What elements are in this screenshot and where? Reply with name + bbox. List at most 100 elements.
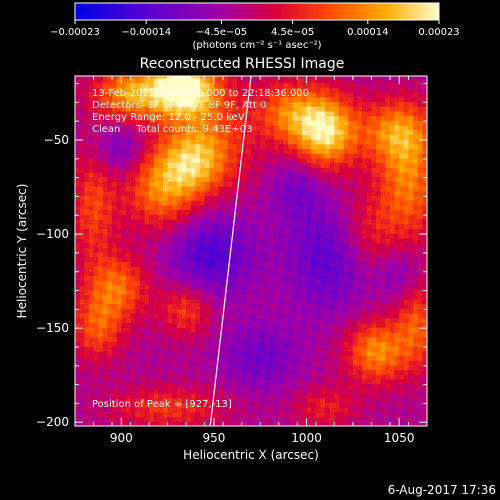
heatmap-cell [139, 195, 146, 201]
heatmap-cell [163, 237, 169, 244]
heatmap-cell [306, 110, 312, 117]
heatmap-cell [255, 336, 261, 342]
heatmap-cell [362, 298, 368, 305]
heatmap-cell [251, 209, 257, 215]
heatmap-cell [297, 402, 303, 408]
heatmap-cell [325, 181, 331, 187]
heatmap-cell [167, 378, 173, 385]
heatmap-cell [260, 233, 266, 239]
heatmap-cell [288, 275, 294, 281]
heatmap-cell [241, 256, 247, 262]
heatmap-cell [306, 228, 312, 234]
heatmap-cell [274, 209, 280, 215]
heatmap-cell [195, 124, 201, 131]
heatmap-cell [149, 204, 155, 211]
heatmap-cell [288, 416, 294, 422]
heatmap-cell [93, 162, 99, 168]
heatmap-cell [167, 148, 173, 154]
heatmap-cell [181, 350, 187, 357]
heatmap-cell [75, 322, 81, 328]
heatmap-cell [362, 308, 368, 314]
heatmap-cell [283, 275, 289, 281]
heatmap-cell [167, 308, 173, 314]
heatmap-cell [269, 82, 275, 88]
heatmap-cell [186, 115, 192, 121]
heatmap-cell [102, 355, 109, 361]
heatmap-cell [241, 289, 247, 295]
heatmap-cell [246, 181, 252, 187]
heatmap-cell [121, 331, 127, 338]
heatmap-cell [334, 134, 340, 140]
heatmap-cell [227, 346, 234, 352]
heatmap-cell [186, 190, 192, 197]
heatmap-cell [237, 402, 243, 408]
heatmap-cell [213, 200, 220, 206]
heatmap-cell [352, 120, 359, 126]
heatmap-cell [348, 266, 354, 272]
heatmap-cell [260, 346, 266, 352]
heatmap-cell [292, 237, 298, 244]
heatmap-cell [352, 336, 359, 342]
heatmap-cell [93, 374, 99, 380]
heatmap-cell [376, 195, 382, 201]
heatmap-cell [288, 167, 294, 173]
heatmap-cell [79, 134, 85, 140]
heatmap-cell [112, 270, 118, 277]
heatmap-cell [139, 148, 146, 154]
heatmap-cell [278, 360, 285, 366]
heatmap-cell [376, 106, 382, 112]
heatmap-cell [181, 153, 187, 159]
heatmap-cell [357, 322, 363, 328]
heatmap-cell [107, 369, 113, 375]
heatmap-cell [274, 402, 280, 408]
heatmap-cell [227, 298, 234, 305]
heatmap-cell [181, 261, 187, 267]
heatmap-cell [246, 101, 252, 107]
heatmap-cell [98, 110, 104, 117]
heatmap-cell [339, 181, 345, 187]
heatmap-cell [334, 331, 340, 338]
heatmap-cell [315, 242, 322, 248]
heatmap-cell [149, 261, 155, 267]
heatmap-cell [186, 407, 192, 413]
heatmap-cell [325, 313, 331, 319]
heatmap-cell [149, 190, 155, 197]
heatmap-cell [144, 383, 150, 389]
heatmap-cell [315, 369, 322, 375]
heatmap-cell [237, 200, 243, 206]
heatmap-cell [241, 204, 247, 211]
heatmap-cell [339, 388, 345, 394]
heatmap-cell [376, 364, 382, 371]
heatmap-cell [181, 341, 187, 347]
heatmap-cell [167, 76, 173, 79]
heatmap-cell [172, 261, 178, 267]
heatmap-cell [320, 374, 326, 380]
heatmap-cell [246, 167, 252, 173]
heatmap-cell [334, 374, 340, 380]
heatmap-cell [241, 303, 247, 309]
heatmap-cell [320, 294, 326, 300]
heatmap-cell [190, 124, 197, 131]
heatmap-cell [237, 143, 243, 150]
heatmap-cell [371, 134, 377, 140]
heatmap-cell [102, 289, 109, 295]
heatmap-cell [116, 350, 122, 357]
heatmap-cell [301, 96, 308, 102]
heatmap-cell [362, 101, 368, 107]
heatmap-cell [325, 308, 331, 314]
heatmap-cell [251, 139, 257, 145]
heatmap-cell [125, 336, 132, 342]
heatmap-cell [167, 157, 173, 164]
heatmap-cell [218, 336, 224, 342]
heatmap-cell [297, 186, 303, 192]
heatmap-cell [190, 237, 197, 244]
heatmap-cell [278, 124, 285, 131]
heatmap-cell [241, 294, 247, 300]
heatmap-cell [79, 157, 85, 164]
heatmap-cell [241, 209, 247, 215]
heatmap-cell [232, 228, 238, 234]
heatmap-cell [311, 233, 317, 239]
heatmap-cell [158, 242, 164, 248]
heatmap-cell [237, 280, 243, 286]
heatmap-cell [255, 322, 261, 328]
